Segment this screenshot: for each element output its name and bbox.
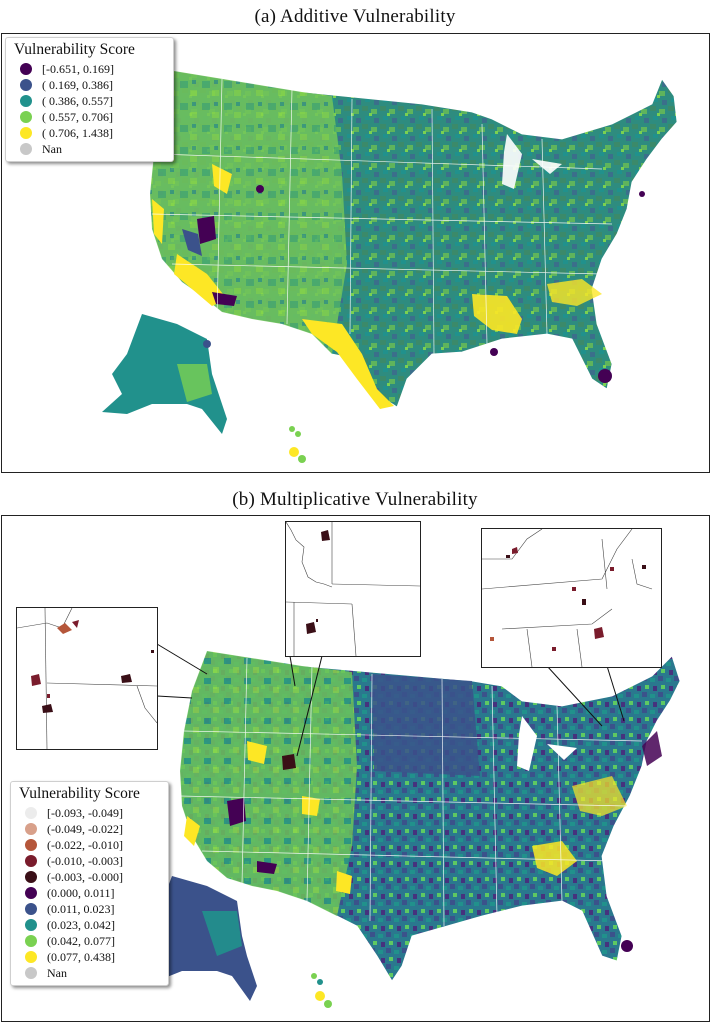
legend-b-item: Nan (19, 965, 160, 981)
legend-swatch (25, 823, 37, 835)
panel-a-map-frame: Vulnerability Score [-0.651, 0.169] ( 0.… (1, 33, 710, 473)
legend-b-item: (0.023, 0.042] (19, 917, 160, 933)
legend-a-item: [-0.651, 0.169] (14, 61, 165, 77)
legend-a-item: ( 0.169, 0.386] (14, 77, 165, 93)
alaska-shape (102, 314, 227, 434)
legend-swatch (25, 903, 37, 915)
legend-swatch (25, 951, 37, 963)
panel-a-title: (a) Additive Vulnerability (254, 6, 456, 27)
legend-swatch (20, 143, 32, 155)
panel-b-title: (b) Multiplicative Vulnerability (232, 489, 478, 510)
inset-pacific-northwest (16, 607, 158, 750)
inset-northeast-map (482, 529, 653, 667)
legend-swatch (25, 839, 37, 851)
legend-b-item: [-0.093, -0.049] (19, 805, 160, 821)
legend-swatch (20, 79, 32, 91)
legend-swatch (25, 887, 37, 899)
legend-a-item: ( 0.706, 1.438] (14, 125, 165, 141)
legend-swatch (25, 919, 37, 931)
legend-a-item: ( 0.557, 0.706] (14, 109, 165, 125)
hawaii-shape (311, 973, 332, 1008)
legend-b-item: (-0.022, -0.010] (19, 837, 160, 853)
legend-swatch (20, 95, 32, 107)
panel-a-legend: Vulnerability Score [-0.651, 0.169] ( 0.… (5, 37, 174, 162)
panel-a-map (102, 68, 678, 463)
inset-northern-rockies (285, 521, 421, 657)
legend-swatch (25, 807, 37, 819)
inset-connector-lines (156, 643, 625, 757)
legend-swatch (25, 871, 37, 883)
inset-pacific-northwest-map (17, 608, 157, 749)
hawaii-shape (289, 426, 306, 463)
legend-b-item: (-0.049, -0.022] (19, 821, 160, 837)
panel-b-legend-title: Vulnerability Score (19, 785, 140, 802)
legend-swatch (20, 111, 32, 123)
inset-northeast (481, 528, 662, 668)
panel-a-legend-title: Vulnerability Score (14, 41, 135, 58)
legend-swatch (25, 935, 37, 947)
legend-b-item: (0.000, 0.011] (19, 885, 160, 901)
legend-b-item: (-0.003, -0.000] (19, 869, 160, 885)
legend-swatch (20, 127, 32, 139)
legend-swatch (25, 967, 37, 979)
legend-a-item: ( 0.386, 0.557] (14, 93, 165, 109)
panel-b-map-frame: Vulnerability Score [-0.093, -0.049] (-0… (1, 515, 710, 1022)
legend-b-item: (-0.010, -0.003] (19, 853, 160, 869)
legend-b-item: (0.011, 0.023] (19, 901, 160, 917)
legend-swatch (25, 855, 37, 867)
legend-b-item: (0.077, 0.438] (19, 949, 160, 965)
panel-b-legend: Vulnerability Score [-0.093, -0.049] (-0… (10, 781, 169, 986)
legend-a-item: Nan (14, 141, 165, 157)
legend-b-item: (0.042, 0.077] (19, 933, 160, 949)
inset-northern-rockies-map (286, 522, 420, 656)
legend-swatch (20, 63, 32, 75)
